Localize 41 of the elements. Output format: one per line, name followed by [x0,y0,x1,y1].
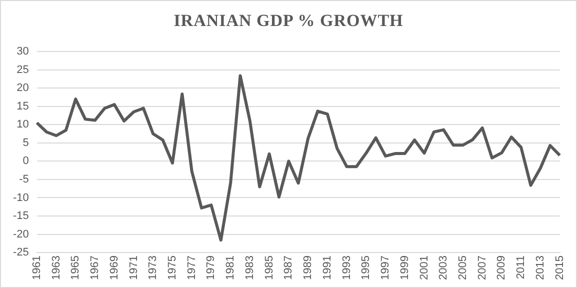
x-tick-label: 1973 [147,256,160,280]
x-tick-label: 1961 [30,256,43,280]
x-tick-label: 2001 [418,256,430,280]
x-tick-label: 1967 [89,256,102,280]
x-tick-label: 1977 [186,256,198,280]
x-tick-label: 1981 [224,256,237,280]
y-tick-label: 10 [16,118,29,131]
x-tick-label: 1969 [108,256,120,280]
y-tick-label: -25 [12,246,29,259]
x-tick-label: 1987 [282,256,295,280]
y-tick-label: -20 [12,228,29,240]
x-tick-label: 2013 [534,256,546,280]
x-tick-label: 1995 [360,256,372,280]
x-tick-label: 1985 [263,256,276,280]
x-tick-label: 1993 [340,256,353,280]
x-tick-label: 1975 [166,256,178,280]
chart-title: IRANIAN GDP % GROWTH [172,11,404,31]
y-tick-label: 5 [22,136,29,149]
x-tick-label: 2005 [457,256,469,280]
x-tick-label: 2009 [496,256,508,280]
x-tick-label: 1983 [244,256,256,280]
x-tick-label: 1999 [398,256,411,280]
x-tick-label: 1971 [128,256,140,280]
x-tick-label: 2015 [554,256,566,280]
x-tick-label: 1979 [205,256,218,280]
x-tick-label: 1965 [70,256,82,280]
y-tick-label: 25 [16,64,29,76]
y-tick-label: 0 [22,155,29,168]
y-tick-label: 30 [16,46,29,58]
x-tick-label: 1997 [380,256,392,280]
y-tick-label: -15 [12,210,29,222]
y-tick-label: -5 [19,173,29,186]
x-tick-label: 1989 [302,256,314,280]
y-tick-label: 15 [16,100,29,112]
x-tick-label: 2011 [515,256,528,280]
x-tick-label: 2007 [476,256,488,280]
y-tick-label: 20 [16,82,29,94]
x-tick-label: 1963 [50,256,62,280]
x-tick-label: 2003 [438,256,450,280]
x-tick-label: 1991 [321,256,334,280]
y-tick-label: -10 [12,192,29,204]
